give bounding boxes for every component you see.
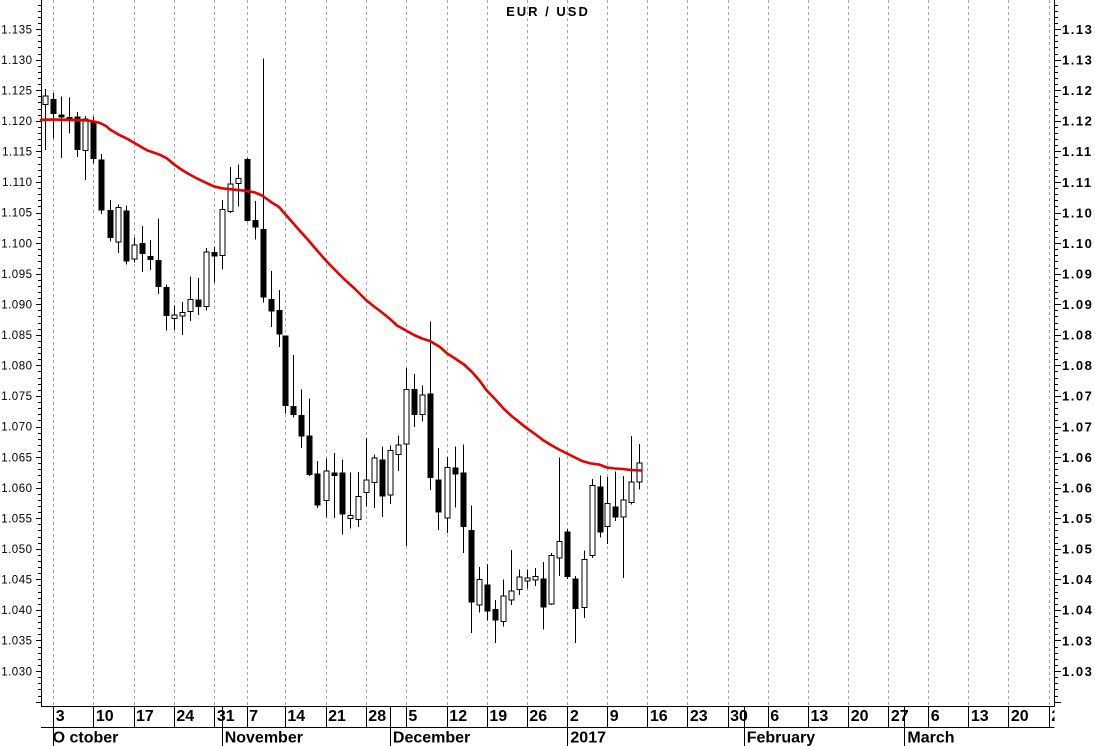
svg-text:5: 5 [408, 708, 417, 725]
svg-text:1.05: 1.05 [1062, 542, 1093, 557]
svg-text:14: 14 [287, 708, 305, 725]
svg-text:12: 12 [449, 708, 467, 725]
svg-text:O ctober: O ctober [53, 730, 119, 746]
svg-text:21: 21 [328, 708, 346, 725]
svg-text:1.04: 1.04 [1062, 572, 1093, 587]
svg-text:March: March [907, 730, 954, 746]
svg-text:19: 19 [489, 708, 507, 725]
svg-text:1.030: 1.030 [1, 666, 32, 678]
svg-text:EUR / USD: EUR / USD [506, 4, 590, 19]
svg-text:1.110: 1.110 [2, 177, 32, 189]
svg-text:1.07: 1.07 [1062, 389, 1093, 404]
svg-text:1.070: 1.070 [1, 422, 32, 434]
svg-text:6: 6 [770, 708, 779, 725]
svg-text:13: 13 [811, 708, 829, 725]
svg-text:31: 31 [217, 708, 235, 725]
svg-text:1.075: 1.075 [1, 391, 32, 403]
svg-text:1.05: 1.05 [1062, 511, 1093, 526]
svg-text:2017: 2017 [570, 730, 606, 746]
svg-text:1.105: 1.105 [1, 208, 32, 220]
svg-text:2: 2 [570, 708, 579, 725]
svg-text:1.08: 1.08 [1062, 358, 1093, 373]
svg-text:February: February [747, 730, 816, 746]
svg-text:November: November [225, 730, 303, 746]
svg-text:20: 20 [851, 708, 869, 725]
svg-text:16: 16 [650, 708, 668, 725]
svg-text:1.135: 1.135 [1, 24, 32, 36]
svg-text:28: 28 [368, 708, 386, 725]
svg-text:1.10: 1.10 [1062, 236, 1093, 251]
svg-text:December: December [393, 730, 470, 746]
svg-text:1.100: 1.100 [1, 238, 32, 250]
svg-text:1.08: 1.08 [1062, 328, 1093, 343]
svg-text:1.065: 1.065 [1, 452, 32, 464]
svg-text:1.12: 1.12 [1062, 114, 1093, 129]
svg-text:2: 2 [1051, 708, 1060, 725]
svg-text:6: 6 [931, 708, 940, 725]
svg-text:1.080: 1.080 [1, 361, 32, 373]
svg-text:1.06: 1.06 [1062, 450, 1093, 465]
svg-text:1.085: 1.085 [1, 330, 32, 342]
svg-text:3: 3 [56, 708, 65, 725]
svg-text:7: 7 [249, 708, 258, 725]
svg-text:24: 24 [176, 708, 194, 725]
svg-text:1.050: 1.050 [1, 544, 32, 556]
svg-text:1.13: 1.13 [1062, 22, 1093, 37]
svg-text:1.11: 1.11 [1062, 144, 1093, 159]
svg-text:1.095: 1.095 [1, 269, 32, 281]
svg-text:1.07: 1.07 [1062, 419, 1093, 434]
svg-text:1.10: 1.10 [1062, 205, 1093, 220]
svg-text:1.040: 1.040 [1, 605, 32, 617]
svg-text:10: 10 [96, 708, 114, 725]
svg-text:1.045: 1.045 [1, 575, 32, 587]
svg-text:17: 17 [136, 708, 154, 725]
svg-text:13: 13 [971, 708, 989, 725]
svg-text:1.11: 1.11 [1062, 175, 1093, 190]
svg-text:1.060: 1.060 [1, 483, 32, 495]
svg-text:1.03: 1.03 [1062, 664, 1093, 679]
svg-text:23: 23 [690, 708, 708, 725]
svg-text:27: 27 [891, 708, 909, 725]
svg-text:1.130: 1.130 [1, 55, 32, 67]
svg-text:1.03: 1.03 [1062, 633, 1093, 648]
svg-text:1.090: 1.090 [1, 299, 32, 311]
svg-text:1.13: 1.13 [1062, 53, 1093, 68]
svg-text:30: 30 [730, 708, 748, 725]
svg-text:1.125: 1.125 [1, 85, 32, 97]
svg-text:1.120: 1.120 [1, 116, 32, 128]
svg-text:1.06: 1.06 [1062, 481, 1093, 496]
svg-text:1.035: 1.035 [1, 636, 32, 648]
svg-text:1.12: 1.12 [1062, 83, 1093, 98]
svg-text:9: 9 [610, 708, 619, 725]
svg-text:20: 20 [1011, 708, 1029, 725]
svg-text:1.055: 1.055 [1, 513, 32, 525]
svg-text:1.04: 1.04 [1062, 603, 1093, 618]
svg-text:1.09: 1.09 [1062, 297, 1093, 312]
svg-text:1.09: 1.09 [1062, 267, 1093, 282]
svg-text:26: 26 [529, 708, 547, 725]
svg-text:1.115: 1.115 [2, 147, 32, 159]
